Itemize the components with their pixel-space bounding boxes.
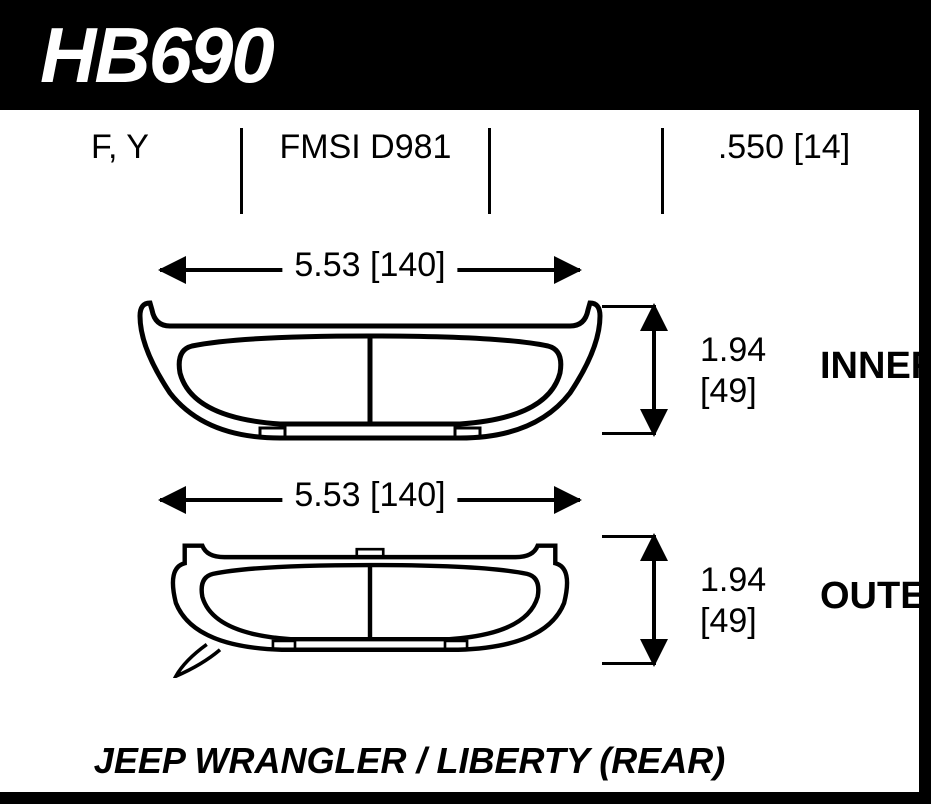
outer-height-mm: [49] <box>700 602 757 640</box>
inner-width-dimension: 5.53 [140] <box>160 250 580 290</box>
outer-height-value: 1.94 [49] <box>700 560 766 642</box>
inner-height-dimension <box>620 305 690 435</box>
inner-width-value: 5.53 [140] <box>282 246 457 285</box>
application-label: JEEP WRANGLER / LIBERTY (REAR) <box>0 740 919 782</box>
header-bar: HB690 <box>0 0 931 110</box>
diagram-area: 5.53 [140] 1.94 [49] INNER <box>40 250 910 720</box>
arrow-left-icon <box>158 256 186 284</box>
outer-label: OUTER <box>820 575 931 618</box>
spec-thickness: .550 [14] <box>664 128 904 167</box>
outer-height-dimension <box>620 535 690 665</box>
outer-width-dimension: 5.53 [140] <box>160 480 580 520</box>
outer-pad-shape <box>130 528 610 678</box>
outer-height-in: 1.94 <box>700 561 766 599</box>
content-area: F, Y FMSI D981 .550 [14] 5.53 [140] <box>0 110 931 804</box>
outer-width-value: 5.53 [140] <box>282 476 457 515</box>
divider <box>488 128 491 214</box>
inner-height-in: 1.94 <box>700 331 766 369</box>
arrow-right-icon <box>554 486 582 514</box>
arrow-left-icon <box>158 486 186 514</box>
arrow-up-icon <box>640 303 668 331</box>
inner-label: INNER <box>820 345 931 388</box>
arrow-down-icon <box>640 639 668 667</box>
arrow-up-icon <box>640 533 668 561</box>
part-number: HB690 <box>40 10 273 101</box>
spec-fmsi: FMSI D981 <box>243 128 488 167</box>
inner-height-mm: [49] <box>700 372 757 410</box>
spec-compound: F, Y <box>0 128 240 167</box>
arrow-right-icon <box>554 256 582 284</box>
inner-height-value: 1.94 [49] <box>700 330 766 412</box>
inner-pad-shape <box>130 298 610 448</box>
arrow-down-icon <box>640 409 668 437</box>
spec-row: F, Y FMSI D981 .550 [14] <box>0 128 919 218</box>
